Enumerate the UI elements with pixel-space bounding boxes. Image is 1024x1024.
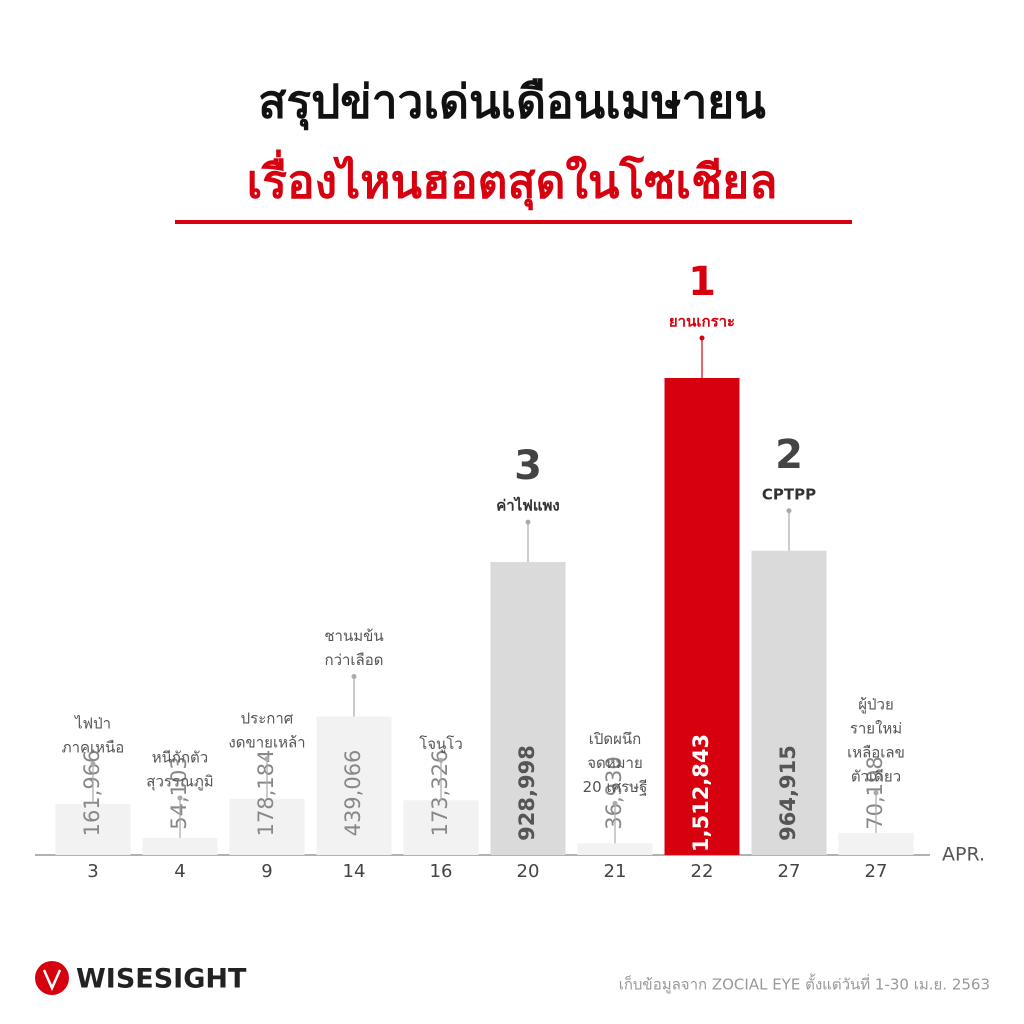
topic-label: กว่าเลือด <box>325 651 384 669</box>
connector-dot <box>786 508 792 514</box>
connector-dot <box>612 800 618 806</box>
topic-label: ยานเกราะ <box>669 313 735 331</box>
value-label: 928,998 <box>515 745 539 841</box>
topic-label: CPTPP <box>762 485 816 503</box>
bar <box>751 550 827 855</box>
value-label: 178,184 <box>254 750 278 837</box>
x-tick-label: 3 <box>87 861 98 882</box>
bar <box>838 832 914 855</box>
x-tick-label: 27 <box>865 861 888 882</box>
topic-label: 20 เศรษฐี <box>583 778 648 796</box>
chart-title: สรุปข่าวเด่นเดือนเมษายน <box>258 75 766 131</box>
source-note: เก็บข้อมูลจาก ZOCIAL EYE ตั้งแต่วันที่ 1… <box>619 974 990 994</box>
x-tick-label: 9 <box>261 861 272 882</box>
topic-label: เหลือเลข <box>847 743 905 761</box>
x-tick-label: 4 <box>174 861 185 882</box>
connector-dot <box>699 335 705 341</box>
connector-dot <box>264 756 270 762</box>
topic-label: ชานมข้น <box>324 627 383 645</box>
connector-dot <box>90 761 96 767</box>
logo-mark <box>35 961 69 995</box>
topic-label: ตัวเดียว <box>851 767 901 785</box>
x-tick-label: 20 <box>517 861 540 882</box>
connector-dot <box>525 519 531 525</box>
topic-label: รายใหม่ <box>850 719 902 737</box>
topic-label: ประกาศ <box>241 709 294 727</box>
brand: WISESIGHT <box>76 964 247 995</box>
topic-label: ผู้ป่วย <box>858 695 894 713</box>
value-label: 964,915 <box>776 745 800 841</box>
rank-label: 1 <box>688 259 716 305</box>
topic-label: เปิดผนึก <box>589 730 642 748</box>
logo-glyph <box>42 969 62 992</box>
value-label: 173,326 <box>428 750 452 837</box>
bar <box>490 562 566 855</box>
bar <box>316 716 392 855</box>
rank-label: 3 <box>514 443 542 489</box>
bar <box>142 837 218 855</box>
topic-label: งดขายเหล้า <box>228 733 305 751</box>
x-tick-label: 14 <box>343 861 366 882</box>
chart-subtitle: เรื่องไหนฮอตสุดในโซเชียล <box>247 150 778 211</box>
x-tick-label: 22 <box>691 861 714 882</box>
connector-dot <box>177 795 183 801</box>
bar <box>55 803 131 855</box>
bar <box>403 800 479 855</box>
connector-dot <box>438 757 444 763</box>
x-tick-label: 27 <box>778 861 801 882</box>
value-label: 54,103 <box>167 756 191 829</box>
topic-label: จดหมาย <box>587 754 643 772</box>
topic-label: ไฟป่า <box>74 714 111 732</box>
value-label: 36,930 <box>602 756 626 829</box>
x-tick-label: 16 <box>430 861 453 882</box>
rank-label: 2 <box>775 432 803 478</box>
topic-label: ค่าไฟแพง <box>496 496 560 515</box>
bar <box>229 798 305 855</box>
topic-label: โจนูโว <box>419 735 463 753</box>
topic-label: ภาคเหนือ <box>62 738 125 756</box>
x-axis-label: APR. <box>942 844 985 866</box>
topic-label: หนีกักตัว <box>152 748 208 766</box>
bar <box>577 843 653 855</box>
connector-dot <box>873 790 879 796</box>
topic-label: สุวรรณภูมิ <box>146 772 213 791</box>
value-label: 439,066 <box>341 750 365 837</box>
bar <box>664 378 740 855</box>
value-label: 1,512,843 <box>689 734 713 852</box>
connector-dot <box>351 674 357 680</box>
x-tick-label: 21 <box>604 861 627 882</box>
